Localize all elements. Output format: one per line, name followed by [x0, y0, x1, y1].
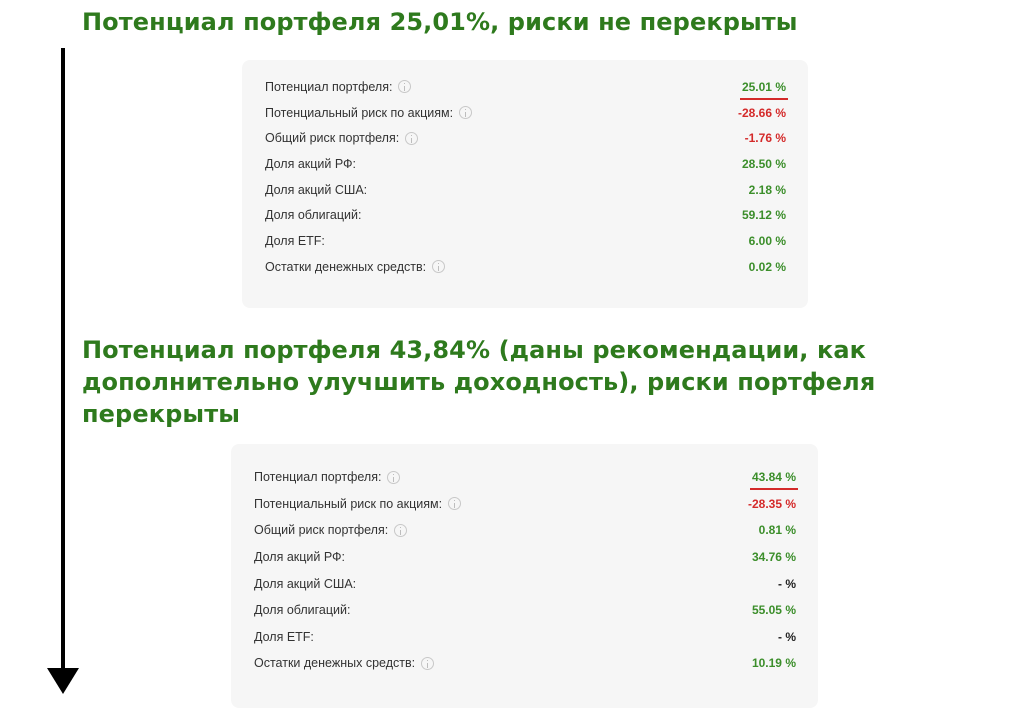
- metric-row: Доля акций РФ: 34.76 %: [254, 544, 796, 571]
- metric-row: Доля акций США: 2.18 %: [265, 177, 786, 203]
- portfolio-card-after: Потенциал портфеля: 43.84 % Потенциальный …: [231, 444, 818, 708]
- metric-label: Доля ETF:: [265, 234, 325, 248]
- metric-label: Потенциал портфеля:: [254, 470, 401, 485]
- metric-label-text: Потенциальный риск по акциям:: [254, 496, 443, 511]
- metric-row: Доля акций РФ: 28.50 %: [265, 151, 786, 177]
- metric-label-text: Остатки денежных средств:: [265, 259, 427, 274]
- metric-label: Потенциал портфеля:: [265, 79, 412, 94]
- metric-row: Остатки денежных средств: 10.19 %: [254, 650, 796, 677]
- info-icon[interactable]: [421, 656, 435, 670]
- heading-portfolio-after: Потенциал портфеля 43,84% (даны рекоменд…: [82, 336, 876, 428]
- arrow-down-icon: [61, 48, 65, 672]
- metric-label-text: Остатки денежных средств:: [254, 656, 416, 671]
- info-icon[interactable]: [394, 523, 408, 537]
- metric-row: Потенциальный риск по акциям: -28.66 %: [265, 100, 786, 126]
- metric-value: 59.12 %: [741, 208, 786, 223]
- info-icon[interactable]: [405, 131, 419, 145]
- metric-value: 43.84 %: [749, 470, 799, 491]
- metric-row: Общий риск портфеля: -1.76 %: [265, 125, 786, 151]
- metric-value: 10.19 %: [751, 656, 796, 671]
- metric-row: Доля акций США: - %: [254, 570, 796, 597]
- metric-label: Остатки денежных средств:: [254, 656, 435, 671]
- metric-label-text: Потенциальный риск по акциям:: [265, 105, 454, 120]
- metric-row: Доля облигаций: 55.05 %: [254, 597, 796, 624]
- metric-row: Общий риск портфеля: 0.81 %: [254, 517, 796, 544]
- metric-label: Остатки денежных средств:: [265, 259, 446, 274]
- metric-label-text: Доля облигаций:: [254, 603, 351, 618]
- metric-value: - %: [778, 629, 796, 644]
- heading-portfolio-before: Потенциал портфеля 25,01%, риски не пере…: [82, 8, 798, 36]
- metric-label: Доля акций РФ:: [254, 550, 345, 564]
- metric-label-text: Доля ETF:: [254, 629, 314, 644]
- metric-value: 6.00 %: [748, 233, 786, 248]
- metric-label: Потенциальный риск по акциям:: [254, 496, 462, 511]
- metric-row: Доля ETF: - %: [254, 624, 796, 651]
- metric-value: 25.01 %: [739, 79, 789, 100]
- metric-row: Доля ETF: 6.00 %: [265, 228, 786, 254]
- metric-row: Остатки денежных средств: 0.02 %: [265, 254, 786, 280]
- metric-label: Доля акций США:: [254, 577, 356, 591]
- metric-label-text: Общий риск портфеля:: [265, 131, 400, 146]
- metric-value: -1.76 %: [744, 131, 786, 146]
- info-icon[interactable]: [432, 260, 446, 274]
- metric-label: Доля облигаций:: [254, 603, 350, 617]
- metric-label: Потенциальный риск по акциям:: [265, 105, 473, 120]
- metric-label: Доля облигаций:: [265, 208, 361, 222]
- metric-value: 0.02 %: [748, 259, 786, 274]
- metric-row: Потенциал портфеля: 25.01 %: [265, 74, 789, 100]
- metric-label: Общий риск портфеля:: [254, 523, 408, 538]
- info-icon[interactable]: [448, 497, 462, 511]
- metric-value: 0.81 %: [758, 523, 796, 538]
- metric-label-text: Доля акций США:: [265, 182, 368, 197]
- metric-row: Потенциальный риск по акциям: -28.35 %: [254, 491, 796, 518]
- metric-row: Потенциал портфеля: 43.84 %: [254, 464, 799, 491]
- metric-label-text: Доля облигаций:: [265, 208, 362, 223]
- info-icon[interactable]: [387, 470, 401, 484]
- metric-label: Доля акций РФ:: [265, 157, 356, 171]
- metric-label-text: Доля ETF:: [265, 233, 325, 248]
- metric-value: 28.50 %: [741, 156, 786, 171]
- info-icon[interactable]: [398, 80, 412, 94]
- arrow-head: [47, 668, 79, 694]
- metric-value: 34.76 %: [751, 550, 796, 565]
- metric-label-text: Потенциал портфеля:: [254, 470, 382, 485]
- metric-value: 55.05 %: [751, 603, 796, 618]
- metric-label-text: Доля акций РФ:: [265, 156, 357, 171]
- metric-value: -28.35 %: [747, 496, 796, 511]
- metric-row: Доля облигаций: 59.12 %: [265, 202, 786, 228]
- metric-value: -28.66 %: [737, 105, 786, 120]
- metric-label: Доля ETF:: [254, 630, 314, 644]
- metric-value: - %: [778, 576, 796, 591]
- metric-label: Доля акций США:: [265, 183, 367, 197]
- metric-label-text: Доля акций РФ:: [254, 550, 346, 565]
- metric-label-text: Потенциал портфеля:: [265, 79, 393, 94]
- metric-label: Общий риск портфеля:: [265, 131, 419, 146]
- portfolio-card-before: Потенциал портфеля: 25.01 % Потенциальный …: [242, 60, 808, 308]
- info-icon[interactable]: [459, 106, 473, 120]
- metric-value: 2.18 %: [748, 182, 786, 197]
- metric-label-text: Доля акций США:: [254, 576, 357, 591]
- metric-label-text: Общий риск портфеля:: [254, 523, 389, 538]
